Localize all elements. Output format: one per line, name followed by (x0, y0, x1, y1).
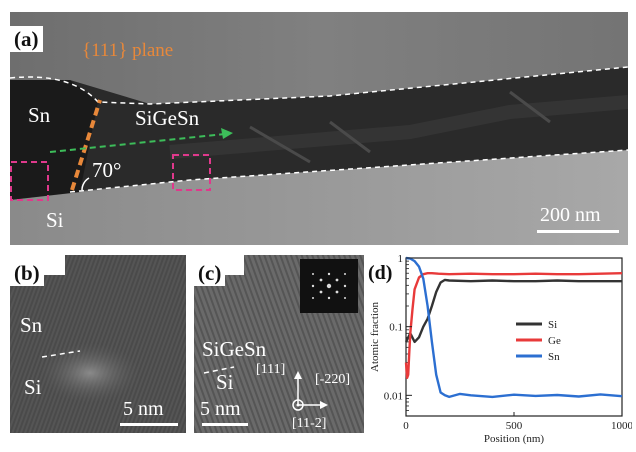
x-tick-label: 0 (403, 420, 409, 432)
si-label-b: Si (24, 375, 42, 399)
y-axis-label: Atomic fraction (369, 302, 381, 372)
plot-frame (405, 257, 623, 417)
dir-up-label: [111] (256, 362, 286, 377)
plane-label: {111} plane (82, 40, 174, 61)
chart-d: 0 500 1000 1 0.1 0.01 Position (nm) Atomic frac… (366, 253, 632, 445)
legend-label-sn: Sn (548, 351, 560, 363)
scalebar-label-c: 5 nm (200, 398, 241, 420)
panel-d: 0 500 1000 1 0.1 0.01 Position (nm) Atomic frac… (366, 252, 632, 448)
panel-b: (b) Sn Si 5 nm (10, 255, 186, 433)
panel-a: (a) {111} plane Sn SiGeSn 70° Si 200 nm (10, 12, 628, 245)
si-label-a: Si (46, 208, 64, 232)
tem-image-a (10, 12, 628, 245)
dir-out-label: [11-2] (292, 416, 327, 431)
series-line-ge (404, 272, 623, 380)
panel-label-d: (d) (368, 262, 392, 284)
sn-label-a: Sn (28, 103, 51, 127)
y-tick-label: 0.01 (384, 390, 403, 402)
x-tick-label: 1000 (611, 420, 632, 432)
legend-label-ge: Ge (548, 335, 561, 347)
scalebar-a (537, 230, 619, 233)
sigesn-label-a: SiGeSn (135, 106, 200, 130)
dir-right-label: [-220] (315, 372, 350, 387)
series-line-si (404, 278, 622, 344)
panel-label-c: (c) (194, 260, 226, 286)
panel-label-b: (b) (10, 260, 44, 286)
scalebar-b (120, 423, 178, 426)
legend-label-si: Si (548, 319, 557, 331)
x-tick-label: 500 (506, 420, 523, 432)
y-tick-label: 0.1 (389, 322, 403, 334)
sn-label-b: Sn (20, 313, 43, 337)
scalebar-label-a: 200 nm (540, 204, 601, 226)
series-line-sn (405, 256, 623, 399)
angle-label: 70° (92, 158, 122, 182)
panel-c: (c) SiGeSn Si [111] [-220] [11-2] 5 nm (194, 255, 364, 433)
diffraction-spots (311, 272, 347, 300)
sigesn-label-c: SiGeSn (202, 337, 267, 361)
si-label-c: Si (216, 370, 234, 394)
panel-label-a: (a) (10, 26, 43, 52)
y-tick-label: 1 (398, 253, 404, 265)
panel-label-bg-d (366, 260, 396, 284)
x-axis-label: Position (nm) (484, 433, 545, 445)
scalebar-c (202, 423, 248, 426)
scalebar-label-b: 5 nm (123, 398, 164, 420)
